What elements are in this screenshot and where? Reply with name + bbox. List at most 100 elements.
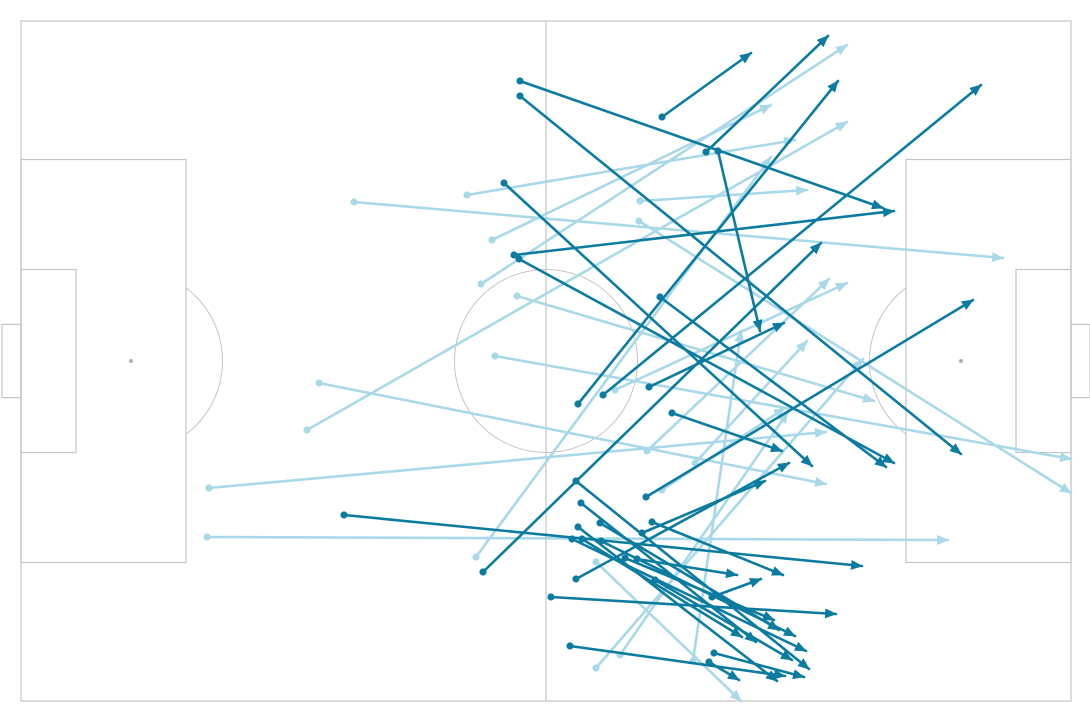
pass-arrow-light-17 xyxy=(613,281,849,392)
pass-arrow-dark-4 xyxy=(704,34,830,154)
pass-origin-light-1 xyxy=(463,191,471,199)
pass-arrow-light-18 xyxy=(645,277,831,453)
pass-origin-light-12 xyxy=(592,664,600,672)
pass-origin-dark-31 xyxy=(566,642,574,650)
pass-arrow-light-10 xyxy=(637,219,1073,495)
pass-origin-light-7 xyxy=(513,292,521,300)
pass-origin-light-6 xyxy=(203,533,211,541)
pass-origin-dark-17 xyxy=(638,529,646,537)
pass-origin-dark-12 xyxy=(668,409,676,417)
pass-arrow-light-16 xyxy=(638,185,809,203)
pass-arrow-dark-23 xyxy=(579,501,758,644)
pass-origin-light-4 xyxy=(315,379,323,387)
pass-arrow-dark-1 xyxy=(518,94,963,456)
pass-origin-dark-4 xyxy=(702,148,710,156)
pass-arrow-dark-33 xyxy=(707,660,741,682)
pass-arrow-dark-0 xyxy=(518,79,885,210)
pass-origin-dark-7 xyxy=(515,255,523,263)
pass-arrow-dark-16 xyxy=(574,479,811,671)
penalty-spot-left xyxy=(129,359,133,363)
pass-arrow-dark-24 xyxy=(580,537,744,639)
pass-arrow-dark-21 xyxy=(650,520,785,577)
pass-origin-dark-21 xyxy=(648,518,656,526)
pass-arrow-light-3 xyxy=(305,120,849,432)
pass-origin-light-15 xyxy=(592,558,600,566)
pass-arrow-light-15 xyxy=(594,560,743,703)
pass-origin-dark-5 xyxy=(500,179,508,187)
pass-origin-dark-3 xyxy=(714,147,722,155)
pass-arrow-dark-30 xyxy=(710,577,763,599)
pass-arrow-dark-13 xyxy=(644,298,975,499)
pass-arrow-dark-11 xyxy=(481,241,823,574)
pass-origin-light-8 xyxy=(491,352,499,360)
pass-arrow-light-2 xyxy=(479,43,849,286)
pass-arrow-light-8 xyxy=(493,354,1073,462)
pass-arrow-dark-3 xyxy=(716,149,763,333)
penalty-area-right xyxy=(905,158,1072,564)
pass-origin-light-0 xyxy=(350,198,358,206)
pass-arrow-dark-14 xyxy=(647,321,786,389)
pass-arrow-dark-5 xyxy=(502,181,814,468)
penalty-arc-right xyxy=(869,287,907,435)
pass-origin-dark-10 xyxy=(599,391,607,399)
pass-arrow-light-20 xyxy=(693,339,809,465)
passes-dark-series xyxy=(340,34,983,683)
pass-arrow-light-4 xyxy=(317,381,828,487)
pass-arrow-light-0 xyxy=(352,200,1005,263)
pass-origin-dark-0 xyxy=(516,77,524,85)
pass-origin-dark-8 xyxy=(574,400,582,408)
pass-origin-dark-23 xyxy=(577,499,585,507)
pass-arrow-light-12 xyxy=(594,357,865,670)
pass-arrow-dark-2 xyxy=(660,51,753,119)
pass-arrow-light-7 xyxy=(515,294,876,403)
pass-origin-dark-28 xyxy=(651,576,659,584)
pass-origin-light-11 xyxy=(472,553,480,561)
pass-origin-dark-22 xyxy=(547,593,555,601)
centre-circle xyxy=(454,269,638,453)
pass-arrow-dark-17 xyxy=(640,479,767,535)
pass-origin-dark-32 xyxy=(710,649,718,657)
pass-arrow-dark-29 xyxy=(576,525,779,683)
pass-arrow-light-14 xyxy=(618,410,790,657)
pass-origin-light-20 xyxy=(691,459,699,467)
pass-arrow-light-5 xyxy=(207,428,828,490)
pass-origin-dark-1 xyxy=(516,92,524,100)
pass-origin-light-3 xyxy=(303,426,311,434)
pass-origin-dark-2 xyxy=(658,113,666,121)
pass-origin-dark-25 xyxy=(596,519,604,527)
pass-arrow-dark-28 xyxy=(653,578,794,662)
pitch-markings xyxy=(1,20,1090,702)
goal-area-right xyxy=(1015,268,1072,454)
pass-origin-dark-29 xyxy=(574,523,582,531)
pass-origin-dark-33 xyxy=(705,658,713,666)
pass-origin-dark-20 xyxy=(572,575,580,583)
pass-origin-dark-6 xyxy=(510,251,518,259)
goal-left xyxy=(1,323,22,399)
pass-arrow-dark-8 xyxy=(576,79,840,406)
pass-arrow-dark-10 xyxy=(601,83,983,397)
pass-arrow-dark-20 xyxy=(574,461,791,581)
penalty-area-left xyxy=(20,158,187,564)
pass-origin-light-10 xyxy=(635,217,643,225)
pass-origin-dark-24 xyxy=(578,535,586,543)
pass-origin-dark-9 xyxy=(656,293,664,301)
goal-right xyxy=(1070,323,1090,399)
pass-origin-light-16 xyxy=(636,197,644,205)
pass-arrow-dark-27 xyxy=(623,556,776,622)
pass-arrow-dark-22 xyxy=(549,595,838,619)
pass-origin-light-2 xyxy=(477,280,485,288)
goal-area-left xyxy=(20,268,77,454)
pass-arrow-light-1 xyxy=(465,136,797,197)
penalty-arc-left xyxy=(185,287,223,435)
pass-origin-light-18 xyxy=(643,447,651,455)
pass-origin-dark-14 xyxy=(645,383,653,391)
pass-arrow-dark-32 xyxy=(712,651,806,679)
pass-arrow-dark-12 xyxy=(670,411,784,453)
pass-arrow-dark-9 xyxy=(658,295,888,469)
pass-origin-dark-27 xyxy=(621,554,629,562)
pass-origin-dark-18 xyxy=(568,535,576,543)
pass-origin-dark-11 xyxy=(479,568,487,576)
pass-origin-light-9 xyxy=(488,236,496,244)
